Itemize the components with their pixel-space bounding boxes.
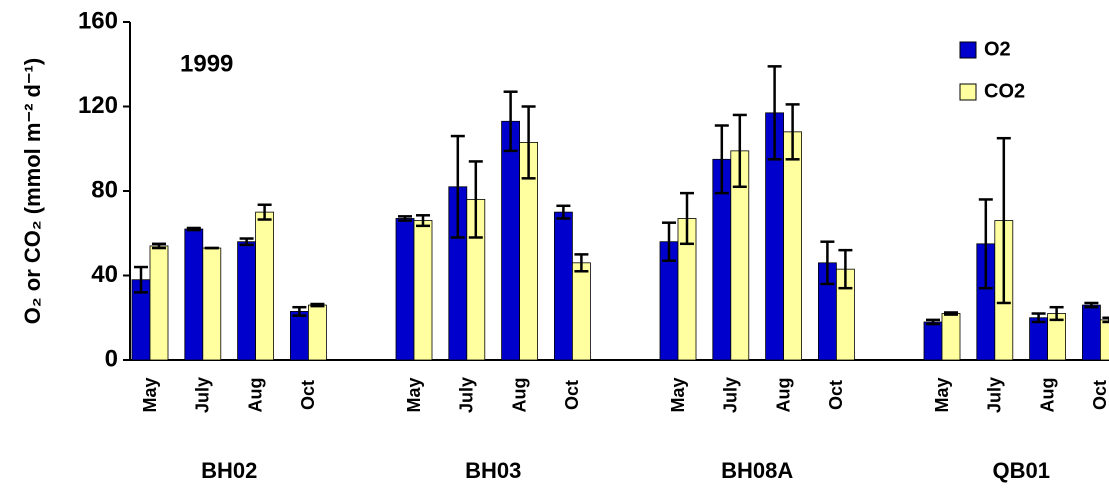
bar bbox=[202, 247, 222, 361]
error-bar bbox=[785, 103, 800, 161]
bar bbox=[1082, 304, 1101, 361]
bar bbox=[783, 131, 802, 361]
x-tick-label: Aug bbox=[509, 378, 529, 413]
annotation: 1999 bbox=[180, 50, 233, 77]
group-label: BH08A bbox=[721, 458, 793, 483]
error-bar bbox=[152, 242, 166, 250]
bar bbox=[413, 220, 433, 361]
x-tick-label: Aug bbox=[245, 378, 265, 413]
error-bar bbox=[662, 221, 676, 262]
bar bbox=[149, 245, 169, 361]
error-bar bbox=[838, 248, 853, 290]
x-tick-label: Aug bbox=[773, 378, 793, 413]
bar bbox=[572, 262, 591, 361]
y-tick-label: 160 bbox=[78, 7, 118, 34]
bar bbox=[395, 218, 415, 361]
error-bar bbox=[732, 113, 747, 189]
error-bar bbox=[996, 136, 1011, 305]
error-bar bbox=[767, 65, 782, 161]
error-bar bbox=[574, 253, 589, 273]
bar bbox=[289, 311, 309, 361]
group-label: BH03 bbox=[465, 458, 521, 483]
legend-swatch bbox=[959, 83, 977, 101]
error-bar bbox=[944, 311, 958, 316]
y-tick-label: 40 bbox=[91, 261, 118, 288]
error-bar bbox=[1049, 305, 1064, 322]
error-bar bbox=[186, 226, 201, 232]
y-axis-label: O₂ or CO₂ (mmol m⁻² d⁻¹) bbox=[20, 58, 45, 324]
error-bar bbox=[134, 265, 148, 294]
x-tick-label: Oct bbox=[298, 380, 318, 410]
x-tick-label: May bbox=[140, 377, 160, 412]
x-tick-label: July bbox=[457, 377, 477, 413]
error-bar bbox=[292, 305, 307, 317]
bar bbox=[554, 211, 573, 361]
error-bar bbox=[310, 302, 325, 308]
error-bar bbox=[680, 191, 694, 246]
error-bar bbox=[1031, 312, 1046, 324]
y-tick-label: 80 bbox=[91, 176, 118, 203]
bar bbox=[237, 241, 257, 361]
legend-label: O2 bbox=[984, 38, 1011, 60]
x-tick-label: Aug bbox=[1037, 378, 1057, 413]
x-tick-label: May bbox=[404, 377, 424, 412]
legend-swatch bbox=[959, 41, 977, 59]
bar bbox=[941, 313, 961, 361]
bar bbox=[307, 304, 327, 361]
y-tick-label: 0 bbox=[105, 345, 118, 372]
error-bar bbox=[521, 105, 536, 180]
x-tick-label: July bbox=[193, 377, 213, 413]
error-bar bbox=[398, 215, 412, 222]
error-bar bbox=[714, 124, 729, 195]
error-bar bbox=[1102, 316, 1109, 324]
error-bar bbox=[239, 237, 254, 247]
x-tick-label: May bbox=[668, 377, 688, 412]
x-tick-label: Oct bbox=[1090, 380, 1109, 410]
legend-label: CO2 bbox=[984, 80, 1025, 102]
bar bbox=[501, 120, 521, 361]
error-bar bbox=[450, 134, 465, 239]
error-bar bbox=[820, 240, 835, 286]
x-tick-label: July bbox=[985, 377, 1005, 413]
error-bar bbox=[416, 214, 430, 228]
x-tick-label: July bbox=[721, 377, 741, 413]
group-label: QB01 bbox=[992, 458, 1049, 483]
bar bbox=[1029, 317, 1048, 361]
x-tick-label: May bbox=[932, 377, 952, 412]
bar bbox=[184, 228, 204, 361]
error-bar bbox=[468, 160, 483, 239]
x-tick-label: Oct bbox=[826, 380, 846, 410]
error-bar bbox=[978, 198, 993, 290]
bar bbox=[923, 321, 943, 361]
y-tick-label: 120 bbox=[78, 92, 118, 119]
error-bar bbox=[1084, 301, 1099, 309]
bar bbox=[1100, 319, 1109, 361]
error-bar bbox=[257, 203, 272, 221]
error-bar bbox=[503, 90, 518, 153]
bar bbox=[255, 211, 275, 361]
x-tick-label: Oct bbox=[562, 380, 582, 410]
error-bar bbox=[556, 204, 571, 220]
group-label: BH02 bbox=[201, 458, 257, 483]
error-bar bbox=[926, 318, 940, 326]
